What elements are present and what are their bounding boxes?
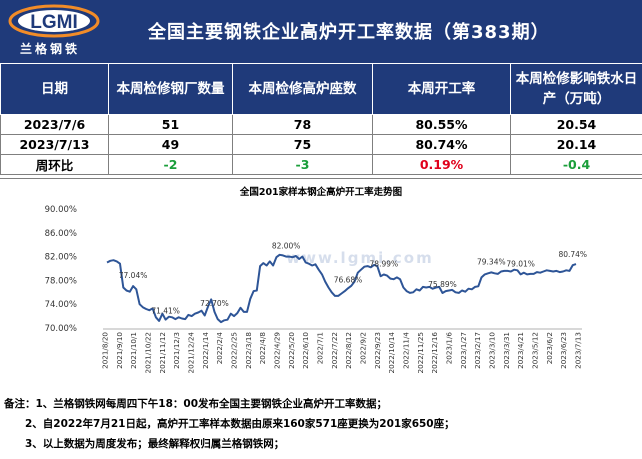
x-tick-label: 2022/11/25	[416, 332, 425, 373]
x-tick-label: 2021/8/20	[101, 332, 110, 369]
header-furnaces-count: 本周检修高炉座数	[232, 63, 373, 115]
x-tick-label: 2023/5/12	[531, 332, 540, 369]
table-row: 2023/7/6 51 78 80.55% 20.54	[0, 114, 642, 135]
cell-change-furnaces: -3	[232, 154, 373, 175]
data-label: 71.41%	[151, 307, 180, 316]
cell-furnaces: 75	[232, 134, 373, 155]
x-tick-label: 2022/3/18	[244, 332, 253, 369]
x-tick-label: 2022/7/1	[316, 332, 325, 364]
x-tick-label: 2023/3/31	[502, 332, 511, 369]
cell-change-rate: 0.19%	[372, 154, 511, 175]
table-header-row: 日期 本周检修钢厂数量 本周检修高炉座数 本周开工率 本周检修影响铁水日产（万吨…	[0, 63, 642, 115]
cell-date: 2023/7/13	[0, 134, 109, 155]
logo-chinese-name: 兰格钢铁	[20, 42, 81, 56]
lgmi-logo: LGMI 兰格钢铁	[6, 4, 106, 60]
x-tick-label: 2022/12/16	[430, 332, 439, 374]
note-line: 备注：1、兰格钢铁网每周四下午18：00发布全国主要钢铁企业高炉开工率数据；	[4, 398, 388, 410]
chart-watermark: www.lgmi.com	[286, 249, 434, 267]
y-tick-label: 78.00%	[45, 276, 77, 286]
x-tick-label: 2021/12/24	[187, 332, 196, 374]
series-line	[106, 253, 577, 324]
notes-section: 备注：1、兰格钢铁网每周四下午18：00发布全国主要钢铁企业高炉开工率数据； 2…	[4, 394, 640, 454]
y-tick-label: 74.00%	[45, 300, 77, 310]
data-label: 76.68%	[334, 275, 363, 284]
cell-date: 2023/7/6	[0, 114, 109, 135]
note-line: 2、自2022年7月21日起，高炉开工率样本数据由原来160家571座更换为20…	[25, 418, 455, 430]
y-tick-label: 70.00%	[45, 324, 77, 334]
chart-title: 全国201家样本钢企高炉开工率走势图	[239, 186, 402, 198]
x-tick-label: 2023/1/6	[445, 332, 454, 365]
header-date: 日期	[0, 63, 109, 115]
data-label: 78.99%	[370, 260, 399, 269]
x-tick-label: 2022/11/4	[402, 332, 411, 369]
x-tick-label: 2021/11/12	[158, 332, 167, 373]
cell-change-impact: -0.4	[510, 154, 642, 175]
x-tick-label: 2023/3/10	[488, 332, 497, 369]
data-label: 75.89%	[428, 280, 457, 289]
x-tick-label: 2021/9/10	[115, 332, 124, 369]
blast-furnace-stats-table: 日期 本周检修钢厂数量 本周检修高炉座数 本周开工率 本周检修影响铁水日产（万吨…	[0, 63, 642, 175]
x-tick-label: 2022/9/23	[373, 332, 382, 369]
x-tick-label: 2022/5/20	[287, 332, 296, 369]
x-tick-label: 2022/9/2	[359, 332, 368, 364]
y-tick-label: 90.00%	[45, 205, 77, 215]
header-banner: LGMI 兰格钢铁 全国主要钢铁企业高炉开工率数据（第383期）	[0, 0, 642, 63]
table-row: 2023/7/13 49 75 80.74% 20.14	[0, 134, 642, 155]
x-tick-label: 2021/12/3	[172, 332, 181, 369]
page-title: 全国主要钢铁企业高炉开工率数据（第383期）	[148, 22, 550, 43]
cell-impact: 20.14	[510, 134, 642, 155]
x-tick-label: 2022/4/8	[258, 332, 267, 365]
data-label: 72.70%	[200, 299, 229, 308]
data-label: 79.34%	[477, 257, 506, 266]
y-tick-label: 82.00%	[45, 253, 77, 263]
x-tick-label: 2023/1/27	[459, 332, 468, 369]
cell-rate: 80.55%	[372, 114, 511, 135]
x-tick-label: 2023/7/13	[574, 332, 583, 369]
x-tick-label: 2022/6/10	[301, 332, 310, 369]
x-tick-label: 2022/10/14	[387, 332, 396, 374]
x-tick-label: 2023/6/2	[545, 332, 554, 364]
x-tick-label: 2022/4/29	[273, 332, 282, 369]
x-tick-label: 2022/1/14	[201, 332, 210, 369]
data-label: 82.00%	[272, 242, 301, 251]
x-tick-label: 2021/10/1	[129, 332, 138, 369]
header-hot-metal-impact: 本周检修影响铁水日产（万吨）	[510, 63, 642, 115]
cell-change-mills: -2	[108, 154, 233, 175]
header-mills-count: 本周检修钢厂数量	[108, 63, 233, 115]
data-label: 79.01%	[506, 259, 535, 268]
cell-mills: 49	[108, 134, 233, 155]
note-line: 3、以上数据为周度发布；最终解释权归属兰格钢铁网；	[25, 438, 285, 450]
x-tick-label: 2022/7/22	[330, 332, 339, 369]
cell-impact: 20.54	[510, 114, 642, 135]
x-tick-label: 2022/2/25	[230, 332, 239, 369]
logo-icon: LGMI	[8, 4, 100, 38]
x-tick-label: 2022/8/12	[344, 332, 353, 369]
x-tick-label: 2023/2/17	[473, 332, 482, 369]
data-label: 77.04%	[119, 271, 148, 280]
x-tick-label: 2021/10/22	[144, 332, 153, 373]
header-operating-rate: 本周开工率	[372, 63, 511, 115]
cell-rate: 80.74%	[372, 134, 511, 155]
data-label: 80.74%	[558, 250, 587, 259]
table-row-week-change: 周环比 -2 -3 0.19% -0.4	[0, 154, 642, 175]
operating-rate-chart: 全国201家样本钢企高炉开工率走势图 www.lgmi.com 70.00% 74.0…	[0, 178, 642, 388]
y-tick-label: 86.00%	[45, 229, 77, 239]
cell-change-label: 周环比	[0, 154, 109, 175]
x-tick-label: 2023/4/21	[516, 332, 525, 369]
cell-mills: 51	[108, 114, 233, 135]
x-tick-label: 2023/6/23	[559, 332, 568, 369]
logo-text: LGMI	[30, 12, 78, 33]
x-tick-label: 2022/2/4	[215, 332, 224, 365]
chart-svg: 全国201家样本钢企高炉开工率走势图 www.lgmi.com 70.00% 74.0…	[45, 186, 587, 374]
cell-furnaces: 78	[232, 114, 373, 135]
